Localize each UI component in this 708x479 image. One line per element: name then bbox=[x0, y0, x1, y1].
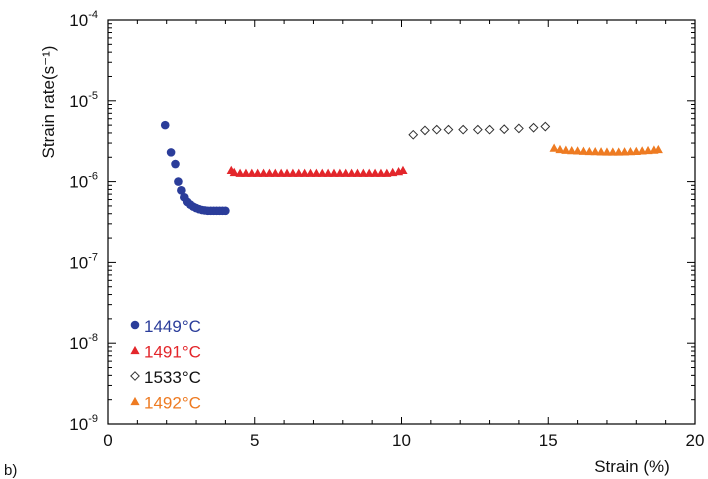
series-3 bbox=[549, 143, 663, 156]
data-point bbox=[431, 124, 442, 135]
data-point bbox=[596, 147, 606, 156]
data-point bbox=[561, 145, 571, 154]
data-point bbox=[258, 168, 269, 177]
data-point bbox=[253, 168, 263, 177]
data-point bbox=[398, 165, 408, 174]
data-point bbox=[567, 145, 577, 155]
data-point bbox=[241, 168, 251, 177]
data-point bbox=[288, 168, 298, 177]
data-point bbox=[177, 186, 186, 195]
data-point bbox=[590, 147, 600, 156]
legend-label: 1449°C bbox=[144, 317, 201, 336]
plot-axes bbox=[107, 19, 696, 425]
data-point bbox=[370, 168, 380, 177]
y-tick-label: 10-9 bbox=[69, 413, 98, 434]
y-tick-label: 10-6 bbox=[69, 171, 98, 192]
y-axis-label: Strain rate(s⁻¹) bbox=[39, 46, 58, 159]
legend-marker bbox=[130, 396, 140, 406]
data-point bbox=[408, 129, 419, 140]
data-point bbox=[376, 168, 386, 177]
data-point bbox=[364, 168, 374, 177]
axis-ticks: 0 5 10 15 20 10-9 10-8 10-7 10-6 10-5 10-4 bbox=[69, 9, 704, 450]
data-point bbox=[311, 168, 321, 177]
data-point bbox=[221, 206, 230, 216]
data-point bbox=[329, 168, 339, 177]
data-point bbox=[555, 144, 565, 154]
data-point bbox=[578, 146, 589, 155]
plot-frame bbox=[107, 19, 696, 425]
legend-marker bbox=[130, 320, 140, 330]
data-point bbox=[499, 124, 510, 135]
data-point bbox=[323, 168, 333, 177]
data-point bbox=[247, 168, 257, 177]
legend: 1449°C 1491°C 1533°C 1492°C bbox=[130, 317, 201, 413]
data-point bbox=[584, 146, 594, 156]
data-point bbox=[484, 124, 495, 135]
data-point bbox=[341, 168, 351, 177]
data-points bbox=[160, 120, 663, 216]
panel-label: b) bbox=[4, 462, 17, 479]
legend-marker bbox=[130, 371, 140, 381]
data-point bbox=[608, 147, 618, 156]
data-point bbox=[264, 168, 275, 177]
y-tick-label: 10-4 bbox=[69, 9, 98, 30]
data-point bbox=[294, 168, 304, 177]
data-point bbox=[171, 159, 180, 169]
y-tick-label: 10-5 bbox=[69, 90, 98, 111]
data-point bbox=[573, 146, 583, 155]
x-axis-label: Strain (%) bbox=[594, 457, 670, 476]
series-2 bbox=[408, 121, 551, 140]
data-point bbox=[614, 147, 624, 156]
data-point bbox=[166, 148, 176, 157]
data-point bbox=[513, 123, 524, 134]
series-1 bbox=[226, 165, 408, 177]
data-point bbox=[160, 120, 170, 130]
data-point bbox=[276, 168, 286, 177]
data-point bbox=[472, 124, 483, 135]
data-point bbox=[549, 143, 559, 152]
data-point bbox=[282, 168, 292, 177]
data-point bbox=[335, 168, 345, 177]
data-point bbox=[305, 168, 316, 177]
series-0 bbox=[160, 120, 230, 216]
data-point bbox=[528, 122, 539, 133]
x-tick-label: 20 bbox=[686, 431, 705, 450]
data-point bbox=[300, 168, 310, 177]
legend-label: 1533°C bbox=[144, 368, 201, 387]
data-point bbox=[317, 168, 327, 177]
legend-label: 1492°C bbox=[144, 394, 201, 413]
data-point bbox=[235, 168, 245, 177]
data-point bbox=[270, 168, 280, 177]
x-tick-label: 15 bbox=[539, 431, 558, 450]
data-point bbox=[229, 167, 239, 177]
data-point bbox=[174, 177, 183, 186]
x-tick-label: 0 bbox=[103, 431, 112, 450]
data-point bbox=[358, 168, 368, 177]
data-point bbox=[420, 125, 430, 136]
y-tick-label: 10-7 bbox=[69, 251, 98, 272]
x-tick-label: 10 bbox=[392, 431, 411, 450]
x-tick-label: 5 bbox=[250, 431, 259, 450]
data-point bbox=[602, 147, 612, 156]
data-point bbox=[347, 168, 357, 177]
data-point bbox=[352, 168, 363, 177]
y-tick-label: 10-8 bbox=[69, 332, 98, 353]
data-point bbox=[458, 124, 469, 135]
data-point bbox=[540, 121, 551, 132]
legend-label: 1491°C bbox=[144, 343, 201, 362]
data-point bbox=[619, 147, 630, 156]
data-point bbox=[653, 144, 663, 154]
data-point bbox=[443, 124, 454, 135]
legend-marker bbox=[130, 345, 140, 355]
